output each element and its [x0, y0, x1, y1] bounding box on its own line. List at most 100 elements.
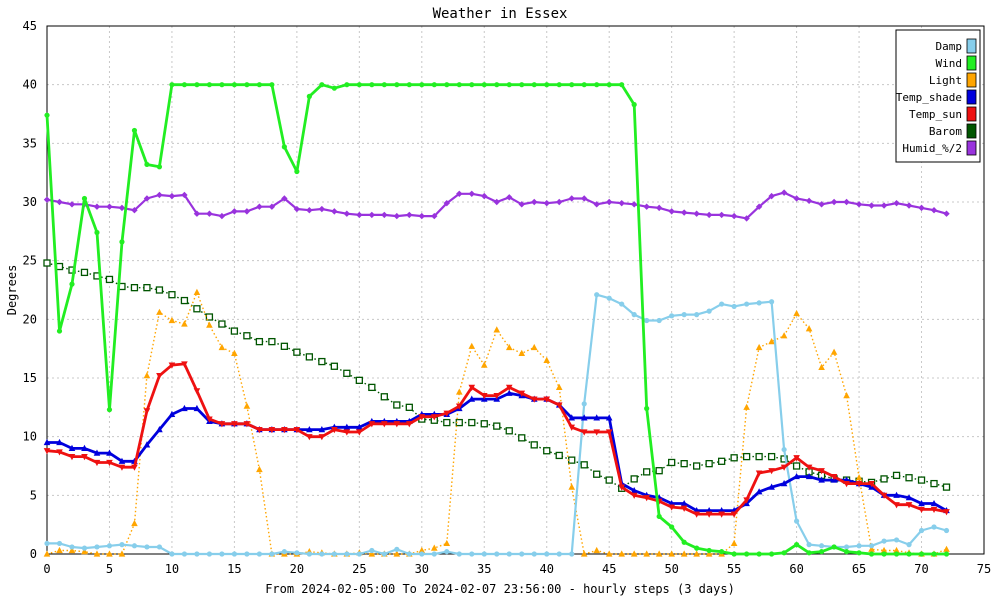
data-point [68, 201, 76, 208]
data-point [805, 197, 813, 205]
y-tick-label: 40 [23, 78, 37, 92]
data-point [767, 452, 776, 461]
x-tick-label: 60 [789, 562, 803, 576]
data-point [493, 198, 500, 206]
data-point [719, 549, 725, 555]
data-point [818, 201, 825, 208]
x-axis-ticks: 0 5 10 15 20 25 30 35 40 45 50 55 60 65 70 75 [43, 562, 991, 576]
data-point [80, 268, 89, 277]
data-point [506, 551, 512, 557]
data-point [643, 468, 651, 476]
data-point [918, 527, 925, 534]
data-point [705, 211, 713, 219]
data-point [443, 539, 451, 547]
data-point [580, 461, 588, 469]
legend: Damp Wind Light Temp_shade Temp_sun Barom Humi… [895, 29, 981, 163]
data-point [294, 168, 300, 175]
data-point [368, 550, 376, 557]
data-point [268, 427, 276, 434]
data-point [281, 144, 287, 150]
data-point [193, 404, 201, 412]
data-point [106, 550, 113, 557]
data-point [843, 544, 850, 550]
data-point [581, 82, 587, 88]
data-point [943, 551, 950, 557]
data-point [156, 544, 163, 550]
data-point [244, 551, 250, 557]
data-point [905, 202, 913, 209]
data-point [806, 550, 812, 556]
data-point [868, 481, 875, 488]
data-point [780, 332, 788, 339]
data-point [794, 542, 800, 548]
data-point [81, 548, 88, 555]
data-point [918, 551, 925, 557]
data-point [119, 542, 125, 548]
legend-label: Humid_%/2 [902, 142, 962, 155]
data-point [93, 203, 101, 210]
data-point [44, 112, 50, 118]
data-point [768, 483, 775, 490]
data-point [319, 82, 325, 88]
data-point [531, 198, 538, 206]
data-point [493, 422, 501, 430]
data-point [444, 82, 450, 88]
data-point [868, 543, 875, 549]
data-point [868, 551, 875, 557]
data-point [406, 421, 413, 428]
y-tick-label: 15 [23, 371, 37, 385]
data-point [705, 511, 713, 518]
data-point [418, 212, 425, 220]
data-point [368, 421, 376, 428]
data-point [143, 441, 151, 448]
data-point [256, 203, 263, 210]
data-point [393, 421, 401, 428]
data-point [606, 198, 613, 206]
data-point [768, 338, 775, 345]
data-point [755, 470, 763, 477]
data-point [930, 207, 938, 214]
data-point [631, 312, 637, 318]
data-point [544, 551, 550, 557]
data-point [356, 551, 362, 557]
data-point [694, 545, 700, 551]
data-point [780, 480, 788, 487]
data-point [843, 198, 850, 206]
data-point [481, 551, 487, 557]
data-point [393, 212, 401, 220]
data-point [906, 551, 912, 557]
y-tick-label: 35 [23, 136, 37, 150]
data-point [218, 343, 226, 351]
data-point [930, 506, 938, 514]
data-point [206, 210, 213, 217]
data-point [918, 506, 925, 514]
data-point [569, 82, 575, 88]
data-point [569, 551, 575, 557]
data-point [555, 402, 563, 409]
data-point [181, 320, 188, 327]
data-point [643, 495, 650, 502]
data-point [381, 421, 388, 428]
data-point [81, 444, 88, 451]
data-point [180, 296, 189, 305]
y-axis-label: Degrees [5, 265, 19, 316]
data-point [306, 434, 313, 441]
data-point [331, 551, 337, 557]
data-point [356, 429, 363, 436]
data-point [918, 204, 925, 212]
data-point [893, 199, 900, 207]
data-point [394, 82, 400, 88]
data-point [56, 328, 63, 334]
data-point [468, 342, 476, 349]
x-tick-label: 0 [43, 562, 50, 576]
data-point [818, 476, 825, 483]
data-point [131, 543, 138, 549]
data-point [630, 475, 638, 483]
data-point [618, 550, 625, 557]
data-point [793, 195, 800, 202]
data-point [693, 210, 700, 217]
x-tick-label: 30 [415, 562, 429, 576]
data-point [731, 303, 737, 310]
data-point [818, 363, 825, 371]
